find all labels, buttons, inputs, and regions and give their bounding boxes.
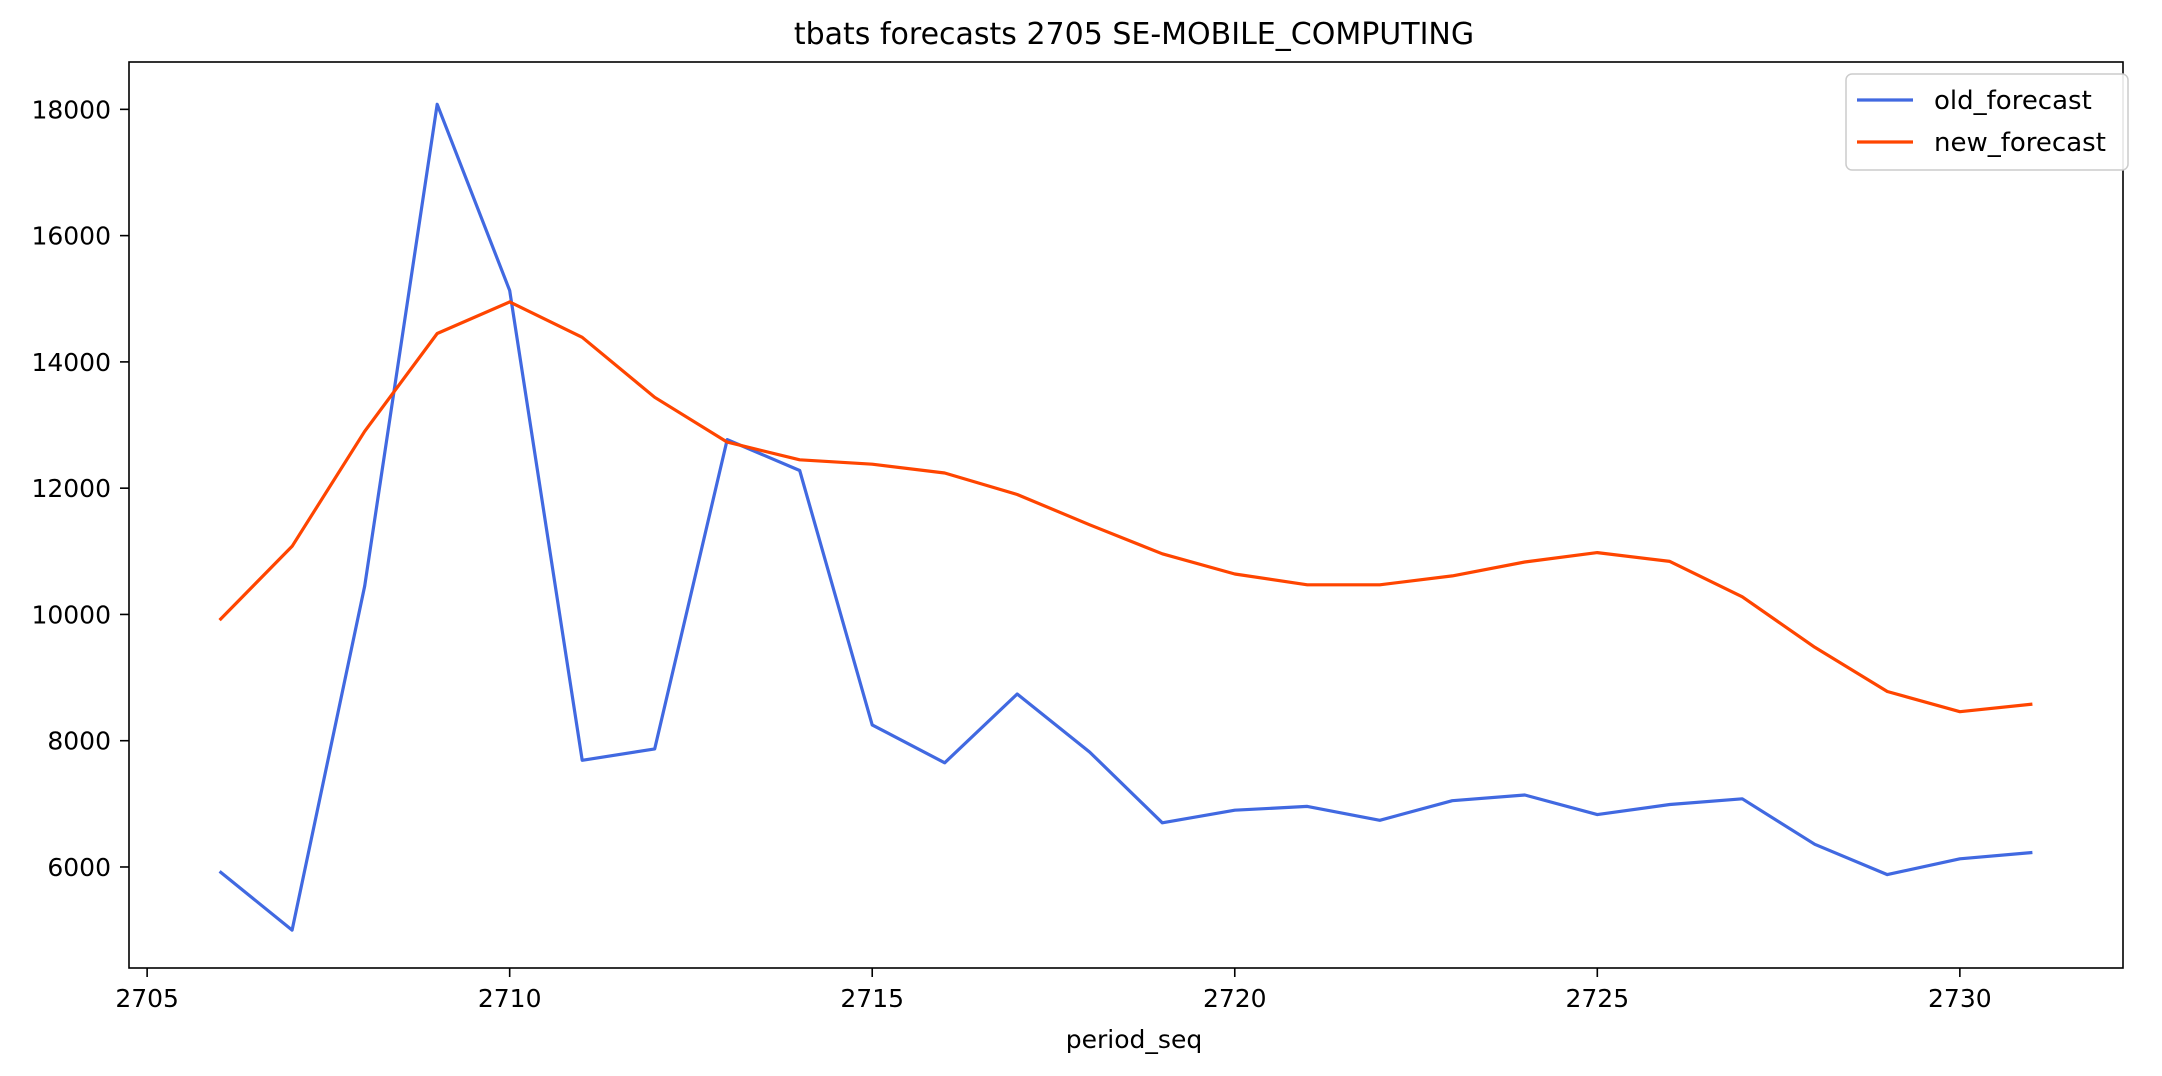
series-line-old-forecast (218, 102, 2033, 932)
legend-label-new-forecast: new_forecast (1934, 128, 2106, 158)
legend-label-old-forecast: old_forecast (1934, 86, 2092, 116)
x-axis-label: period_seq (1066, 1025, 1202, 1054)
plot-frame (128, 61, 2124, 969)
y-axis: 6000 8000 10000 12000 14000 16000 18000 (31, 95, 129, 882)
y-tick-label: 16000 (31, 222, 111, 251)
y-tick-label: 12000 (31, 474, 111, 503)
legend: old_forecast new_forecast (1845, 73, 2129, 171)
y-tick-label: 14000 (31, 348, 111, 377)
x-tick-label: 2715 (840, 984, 904, 1013)
y-tick-label: 6000 (47, 853, 111, 882)
x-tick-label: 2705 (115, 984, 179, 1013)
x-tick-label: 2720 (1203, 984, 1267, 1013)
legend-box (1845, 73, 2129, 171)
series-layer (218, 102, 2033, 932)
series-line-new-forecast (218, 300, 2033, 714)
x-axis: 2705 2710 2715 2720 2725 2730 (115, 968, 1992, 1013)
x-tick-label: 2710 (478, 984, 542, 1013)
y-tick-label: 18000 (31, 95, 111, 124)
y-tick-label: 8000 (47, 727, 111, 756)
x-tick-label: 2730 (1928, 984, 1992, 1013)
x-tick-label: 2725 (1565, 984, 1629, 1013)
chart-title: tbats forecasts 2705 SE-MOBILE_COMPUTING (794, 17, 1474, 52)
y-tick-label: 10000 (31, 600, 111, 629)
